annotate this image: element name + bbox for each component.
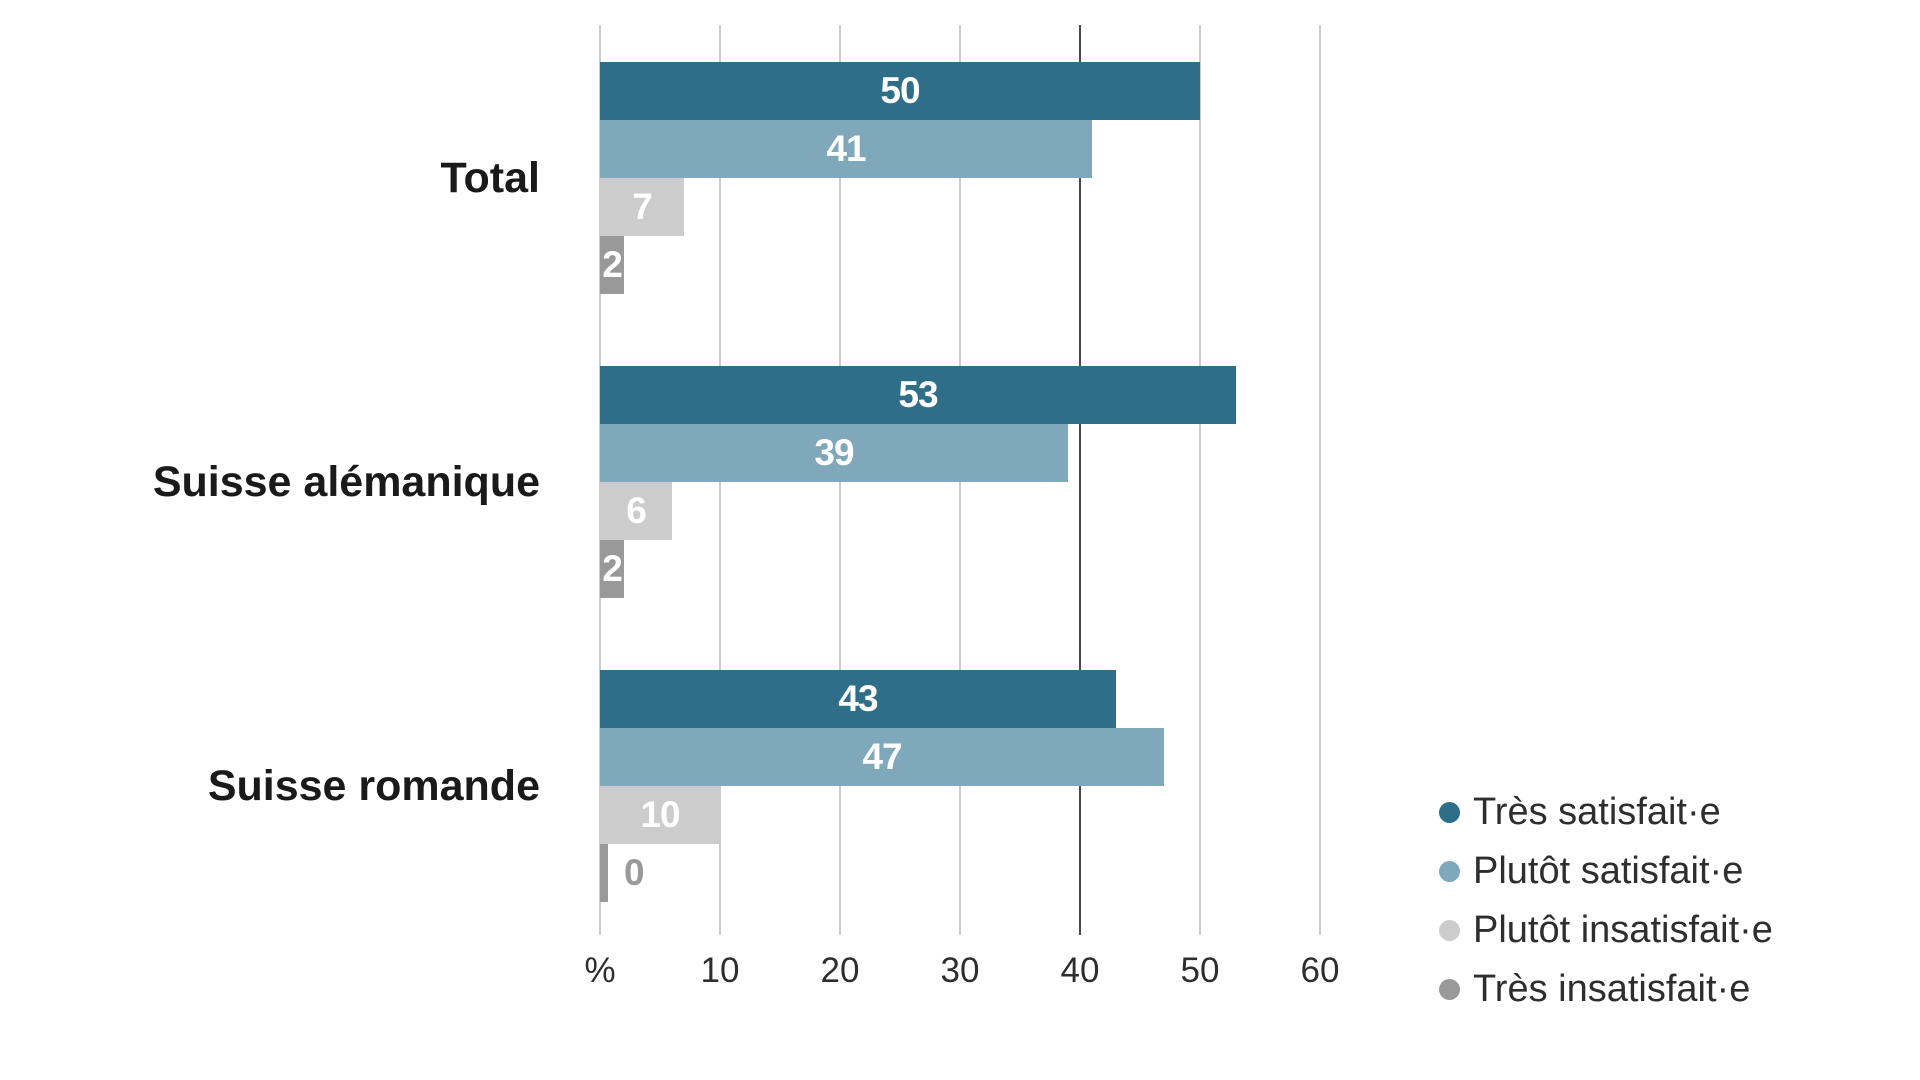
legend-dot — [1439, 861, 1460, 882]
bar — [600, 844, 608, 902]
legend-item: Plutôt insatisfait·e — [1439, 901, 1773, 960]
axis-tick-label: 50 — [1180, 951, 1220, 990]
bar — [600, 236, 624, 294]
bar-value-label: 6 — [626, 490, 647, 531]
legend-dot — [1439, 979, 1460, 1000]
axis-tick-label: 60 — [1300, 951, 1340, 990]
bar-value-label: 39 — [814, 432, 854, 473]
bar-value-label: 7 — [632, 186, 653, 227]
bar — [600, 120, 1092, 178]
legend-label: Plutôt insatisfait·e — [1473, 909, 1773, 951]
legend-label: Plutôt satisfait·e — [1473, 850, 1744, 892]
legend-item: Très satisfait·e — [1439, 783, 1773, 842]
bar-value-label: 2 — [602, 548, 623, 589]
legend-dot — [1439, 802, 1460, 823]
legend-item: Très insatisfait·e — [1439, 960, 1773, 1019]
bar — [600, 62, 1200, 120]
legend-label: Très satisfait·e — [1473, 791, 1721, 833]
bar-value-label: 10 — [640, 794, 680, 835]
legend-item: Plutôt satisfait·e — [1439, 842, 1773, 901]
axis-tick-label: % — [584, 951, 616, 990]
bar — [600, 178, 684, 236]
bar-value-label: 47 — [862, 736, 902, 777]
bar — [600, 424, 1068, 482]
legend: Très satisfait·e Plutôt satisfait·e Plut… — [1439, 783, 1773, 1019]
bar-value-label: 2 — [602, 244, 623, 285]
bar — [600, 786, 720, 844]
category-label: Suisse alémanique — [152, 458, 540, 506]
bar — [600, 670, 1116, 728]
bar-value-label: 50 — [880, 70, 920, 111]
axis-tick-label: 30 — [940, 951, 980, 990]
gridline — [1199, 25, 1201, 935]
bar — [600, 482, 672, 540]
bar-value-label: 43 — [838, 678, 878, 719]
gridline — [1319, 25, 1321, 935]
bar — [600, 728, 1164, 786]
gridline — [1079, 25, 1081, 935]
legend-dot — [1439, 920, 1460, 941]
category-label: Total — [440, 154, 540, 202]
bar — [600, 366, 1236, 424]
axis-tick-label: 40 — [1060, 951, 1100, 990]
bar-value-label: 41 — [826, 128, 866, 169]
axis-tick-label: 20 — [820, 951, 860, 990]
category-label: Suisse romande — [207, 762, 540, 810]
bar-value-label: 53 — [898, 374, 938, 415]
axis-tick-label: 10 — [700, 951, 740, 990]
legend-label: Très insatisfait·e — [1473, 968, 1751, 1010]
bar — [600, 540, 624, 598]
bar-value-label: 0 — [624, 852, 645, 893]
